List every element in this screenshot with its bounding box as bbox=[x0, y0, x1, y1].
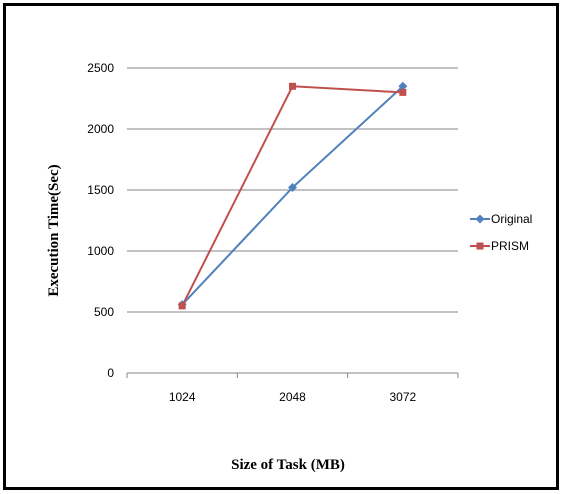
series-line-original bbox=[181, 85, 404, 306]
gridlines bbox=[127, 67, 458, 313]
series-line-prism bbox=[181, 85, 403, 307]
series-layer bbox=[177, 81, 408, 310]
data-point-prism bbox=[399, 88, 407, 96]
x-axis-title: Size of Task (MB) bbox=[231, 457, 345, 473]
data-point-original bbox=[398, 81, 408, 91]
y-tick-label: 2500 bbox=[87, 61, 114, 75]
legend-label: PRISM bbox=[491, 239, 529, 253]
legend: Original PRISM bbox=[470, 212, 532, 253]
y-tick-label: 500 bbox=[94, 305, 114, 319]
y-axis-title: Execution Time(Sec) bbox=[46, 164, 62, 296]
legend-marker bbox=[476, 242, 484, 250]
legend-item-prism: PRISM bbox=[470, 239, 529, 253]
x-axis-tick-labels: 1024 2048 3072 bbox=[126, 373, 459, 404]
series-original bbox=[177, 81, 408, 310]
data-point-original bbox=[288, 183, 297, 193]
legend-item-original: Original bbox=[470, 212, 532, 226]
y-tick-label: 1500 bbox=[87, 183, 114, 197]
y-axis-tick-labels: 0 500 1000 1500 2000 2500 bbox=[87, 61, 114, 380]
series-prism bbox=[178, 82, 407, 310]
legend-label: Original bbox=[491, 212, 532, 226]
y-tick-label: 2000 bbox=[87, 122, 114, 136]
y-tick-label: 0 bbox=[107, 366, 114, 380]
x-tick-label: 2048 bbox=[279, 390, 306, 404]
y-tick-label: 1000 bbox=[87, 244, 114, 258]
x-tick-label: 3072 bbox=[389, 390, 416, 404]
legend-marker bbox=[475, 214, 485, 224]
data-point-prism bbox=[178, 302, 186, 310]
chart-frame bbox=[3, 3, 559, 490]
x-tick-label: 1024 bbox=[169, 390, 196, 404]
data-point-prism bbox=[289, 82, 296, 90]
